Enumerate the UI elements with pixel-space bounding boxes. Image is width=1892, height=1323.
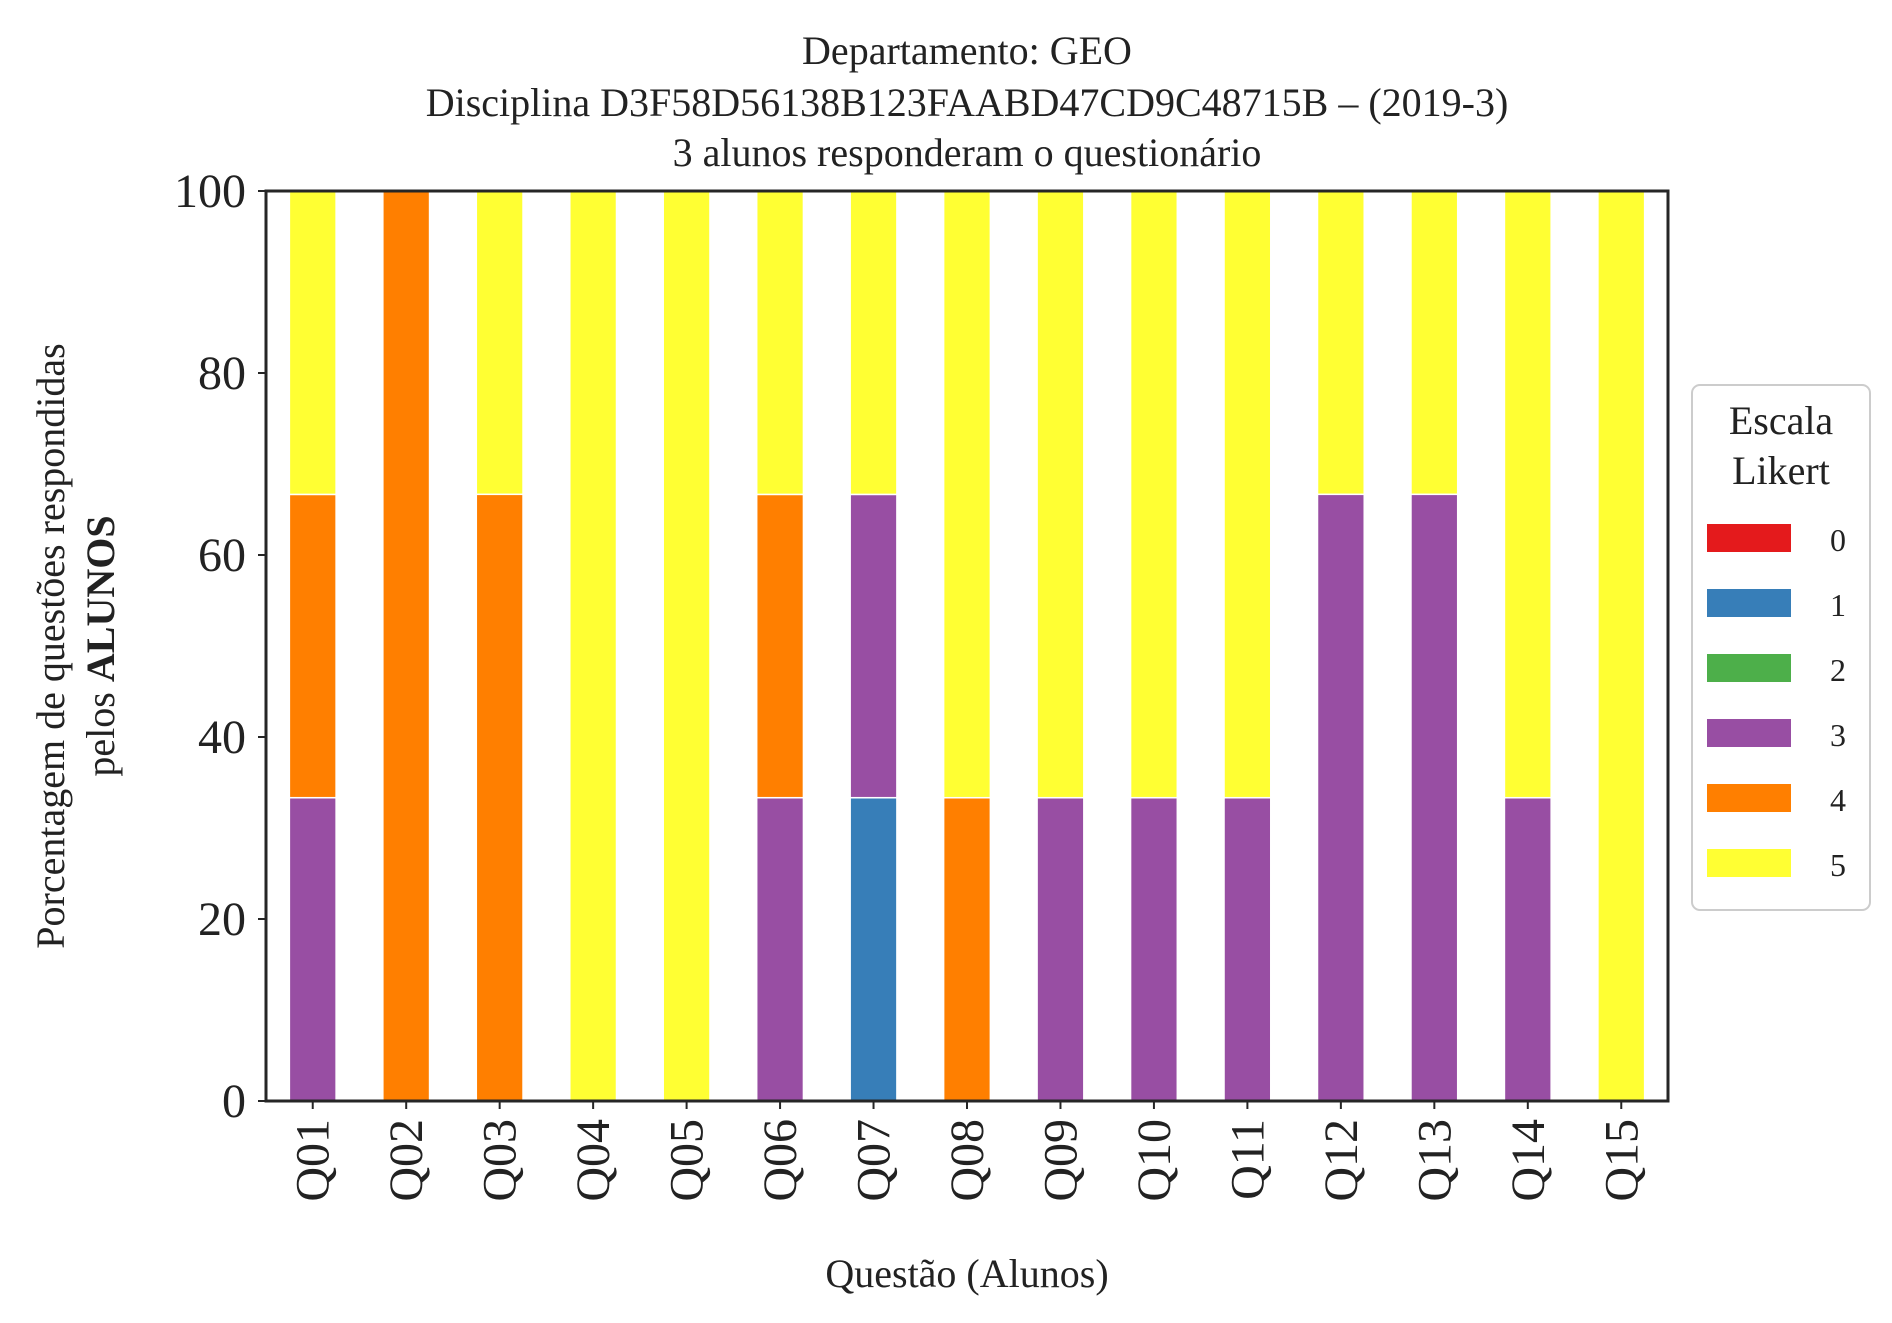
x-tick-label-q07: Q07 — [848, 1119, 901, 1202]
y-axis-label-line-2: pelos ALUNOS — [78, 515, 123, 776]
bar-q07-likert-3 — [849, 493, 898, 799]
legend-label-5: 5 — [1830, 847, 1846, 883]
y-axis-label: Porcentagem de questões respondidas pelo… — [28, 343, 123, 948]
x-tick-label-q12: Q12 — [1315, 1119, 1368, 1202]
bar-q15-likert-5 — [1597, 190, 1646, 1102]
y-tick-label-60: 60 — [198, 529, 246, 582]
bar-q06-likert-5 — [755, 190, 805, 496]
bar-q04-likert-5 — [569, 190, 618, 1102]
title-line-1: Departamento: GEO — [802, 28, 1132, 73]
bar-q11-likert-3 — [1223, 796, 1272, 1102]
legend: Escala Likert 0 1 2 3 4 5 — [1691, 384, 1871, 911]
x-axis-label: Questão (Alunos) — [825, 1251, 1108, 1296]
legend-label-0: 0 — [1830, 522, 1846, 558]
x-tick-label-q13: Q13 — [1408, 1119, 1461, 1202]
legend-label-2: 2 — [1830, 652, 1846, 688]
bar-q01-likert-5 — [288, 190, 337, 496]
bar-q13-likert-3 — [1410, 493, 1459, 1102]
legend-frame — [1691, 384, 1871, 911]
bar-q08-likert-5 — [942, 190, 992, 799]
legend-swatch-3 — [1707, 719, 1791, 747]
y-tick-label-0: 0 — [222, 1075, 246, 1128]
bar-q05-likert-5 — [662, 190, 711, 1102]
y-tick-label-20: 20 — [198, 893, 246, 946]
bar-q06-likert-4 — [755, 493, 805, 799]
bar-q07-likert-1 — [849, 796, 898, 1102]
x-tick-label-q09: Q09 — [1034, 1119, 1087, 1202]
chart-title: Departamento: GEO Disciplina D3F58D56138… — [426, 28, 1509, 175]
legend-label-1: 1 — [1830, 587, 1846, 623]
x-tick-label-q06: Q06 — [754, 1119, 807, 1202]
plot-frame — [264, 189, 1670, 1103]
x-tick-label-q02: Q02 — [380, 1119, 433, 1202]
legend-items: 0 1 2 3 4 5 — [1707, 522, 1846, 883]
y-axis-label-line-1: Porcentagem de questões respondidas — [28, 343, 73, 948]
legend-label-4: 4 — [1830, 782, 1846, 818]
bar-q07-likert-5 — [849, 190, 898, 496]
x-tick-label-q11: Q11 — [1221, 1119, 1274, 1200]
legend-swatch-1 — [1707, 589, 1791, 617]
bar-q12-likert-5 — [1316, 190, 1365, 496]
bar-q13-likert-5 — [1410, 190, 1459, 496]
bar-q06-likert-3 — [755, 796, 805, 1102]
bar-q10-likert-3 — [1129, 796, 1179, 1102]
x-tick-label-q08: Q08 — [941, 1119, 994, 1202]
bar-q12-likert-3 — [1316, 493, 1365, 1102]
legend-title-line-1: Escala — [1729, 398, 1834, 443]
x-tick-label-q04: Q04 — [567, 1119, 620, 1202]
bar-q01-likert-4 — [288, 493, 337, 799]
legend-title-line-2: Likert — [1732, 448, 1830, 493]
legend-label-3: 3 — [1830, 717, 1846, 753]
x-tick-label-q10: Q10 — [1128, 1119, 1181, 1202]
bar-q14-likert-5 — [1503, 190, 1552, 799]
y-axis-label-bold: ALUNOS — [78, 515, 123, 682]
x-tick-label-q05: Q05 — [661, 1119, 714, 1202]
x-tick-label-q03: Q03 — [474, 1119, 527, 1202]
legend-swatch-2 — [1707, 654, 1791, 682]
bar-q08-likert-4 — [942, 796, 992, 1102]
bar-q14-likert-3 — [1503, 796, 1552, 1102]
x-tick-label-q01: Q01 — [287, 1119, 340, 1202]
y-tick-label-40: 40 — [198, 711, 246, 764]
y-tick-label-100: 100 — [174, 165, 246, 218]
legend-swatch-0 — [1707, 524, 1791, 552]
bar-q09-likert-5 — [1036, 190, 1085, 799]
bar-q10-likert-5 — [1129, 190, 1179, 799]
y-axis-ticks: 0 20 40 60 80 100 — [174, 165, 266, 1128]
title-line-2: Disciplina D3F58D56138B123FAABD47CD9C487… — [426, 80, 1509, 125]
y-tick-label-80: 80 — [198, 347, 246, 400]
y-axis-label-prefix: pelos — [78, 682, 123, 776]
title-line-3: 3 alunos responderam o questionário — [673, 130, 1262, 175]
bar-q09-likert-3 — [1036, 796, 1085, 1102]
bar-q03-likert-5 — [475, 190, 524, 496]
x-tick-label-q14: Q14 — [1502, 1119, 1555, 1202]
bar-q01-likert-3 — [288, 796, 337, 1102]
bar-q02-likert-4 — [382, 190, 431, 1102]
bar-q03-likert-4 — [475, 493, 524, 1102]
bar-q11-likert-5 — [1223, 190, 1272, 799]
legend-swatch-4 — [1707, 784, 1791, 812]
x-axis-ticks: Q01 Q02 Q03 Q04 Q05 Q06 Q07 Q08 Q09 Q10 Q11 Q12 Q13 Q… — [287, 1101, 1648, 1202]
bars-layer — [288, 190, 1646, 1102]
x-tick-label-q15: Q15 — [1595, 1119, 1648, 1202]
legend-swatch-5 — [1707, 849, 1791, 877]
